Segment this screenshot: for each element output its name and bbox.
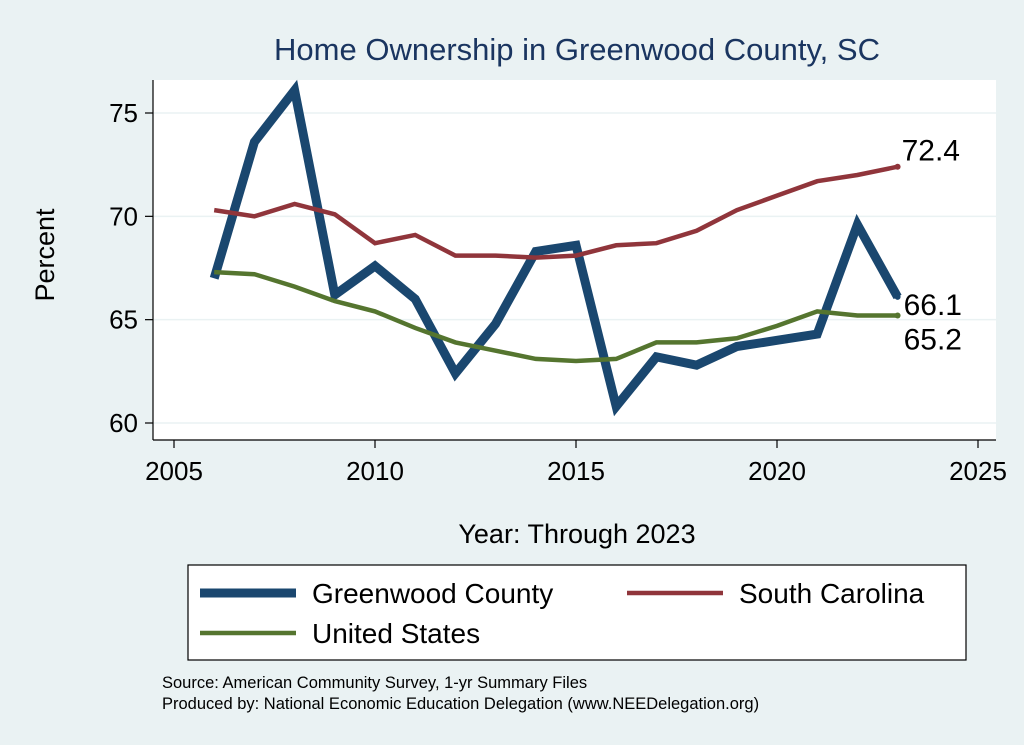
legend-label-south-carolina: South Carolina: [739, 578, 925, 609]
y-tick-label-75: 75: [109, 98, 138, 128]
producer-note: Produced by: National Economic Education…: [162, 695, 759, 713]
y-tick-label-60: 60: [109, 408, 138, 438]
x-tick-label-2010: 2010: [346, 456, 404, 486]
series-line-greenwood-county: [209, 79, 902, 417]
end-label-greenwood-county: 66.1: [904, 289, 962, 322]
chart-title: Home Ownership in Greenwood County, SC: [274, 32, 880, 67]
y-axis-title: Percent: [30, 208, 60, 302]
x-tick-label-2025: 2025: [949, 456, 1007, 486]
series-endpoint-greenwood-county: [894, 293, 901, 300]
plot-area: [153, 80, 996, 440]
legend-label-greenwood-county: Greenwood County: [312, 578, 553, 609]
legend-box: [187, 564, 967, 661]
y-tick-label-65: 65: [109, 305, 138, 335]
series-endpoint-united-states: [894, 312, 901, 319]
x-axis-title: Year: Through 2023: [458, 519, 695, 549]
series-line-united-states: [214, 269, 898, 364]
series-lines: [209, 79, 902, 417]
x-tick-label-2005: 2005: [145, 456, 203, 486]
end-label-south-carolina: 72.4: [902, 135, 960, 168]
end-labels: 66.1 72.4 65.2: [902, 135, 962, 357]
series-line-south-carolina: [213, 164, 899, 260]
x-axis: 2005 2010 2015 2020 2025: [145, 439, 1007, 486]
series-endpoint-south-carolina: [894, 163, 901, 170]
x-tick-label-2020: 2020: [748, 456, 806, 486]
y-axis: 60 65 70 75: [109, 80, 154, 440]
y-tick-label-70: 70: [109, 201, 138, 231]
x-tick-label-2015: 2015: [547, 456, 605, 486]
legend: Greenwood County South Carolina United Sta…: [200, 578, 925, 649]
legend-label-united-states: United States: [312, 618, 480, 649]
source-note: Source: American Community Survey, 1-yr …: [162, 674, 587, 692]
gridlines: [153, 112, 996, 424]
end-label-united-states: 65.2: [904, 324, 962, 357]
